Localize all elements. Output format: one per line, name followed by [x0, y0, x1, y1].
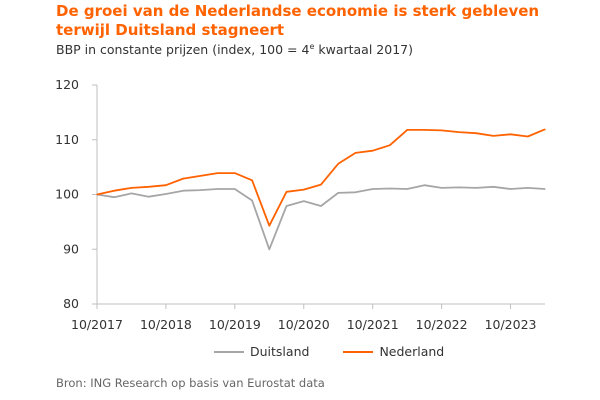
data-point — [544, 128, 546, 130]
subtitle-superscript: e — [309, 42, 315, 51]
legend-item-nederland: Nederland — [343, 344, 444, 359]
data-point — [509, 188, 512, 190]
y-tick-label: 100 — [55, 187, 79, 202]
x-tick-label: 10/2023 — [485, 317, 537, 332]
data-point — [475, 187, 477, 189]
data-point — [389, 144, 391, 146]
data-point — [199, 189, 201, 191]
data-point — [441, 129, 443, 132]
data-point — [165, 184, 167, 186]
data-point — [527, 187, 529, 189]
data-point — [475, 132, 477, 134]
y-tick-label: 80 — [63, 296, 79, 311]
data-point — [165, 193, 167, 195]
data-point — [544, 188, 546, 190]
data-point — [458, 186, 460, 188]
data-point — [406, 129, 408, 131]
data-point — [492, 135, 494, 137]
chart-subtitle: BBP in constante prijzen (index, 100 = 4… — [56, 42, 413, 57]
legend-swatch-nederland — [343, 350, 374, 353]
data-point — [320, 205, 322, 207]
data-point — [217, 172, 219, 174]
data-point — [96, 193, 98, 196]
data-point — [423, 129, 425, 131]
data-point — [182, 190, 184, 192]
x-tick-label: 10/2017 — [71, 317, 123, 332]
data-point — [320, 184, 322, 186]
legend-swatch-duitsland — [214, 350, 244, 353]
subtitle-text: BBP in constante prijzen (index, 100 = 4 — [56, 42, 310, 58]
data-point — [130, 187, 133, 189]
data-point — [217, 188, 219, 190]
x-tick-label: 10/2022 — [416, 317, 468, 332]
source-note: Bron: ING Research op basis van Eurostat… — [56, 376, 325, 390]
chart-legend: Duitsland Nederland — [214, 344, 478, 359]
x-tick-label: 10/2019 — [209, 317, 261, 332]
data-point — [337, 192, 339, 194]
series-line-nederland — [96, 128, 546, 227]
legend-label-nederland: Nederland — [379, 344, 445, 359]
data-point — [234, 172, 236, 174]
data-point — [354, 191, 357, 193]
data-point — [148, 186, 150, 188]
data-point — [337, 163, 339, 165]
data-point — [406, 188, 408, 190]
data-point — [148, 196, 150, 198]
data-point — [285, 205, 288, 207]
data-point — [199, 175, 201, 177]
data-point — [251, 199, 253, 202]
legend-item-duitsland: Duitsland — [214, 344, 309, 359]
y-tick-label: 120 — [55, 77, 79, 92]
x-tick-label: 10/2021 — [347, 317, 399, 332]
data-point — [458, 131, 460, 133]
x-tick-label: 10/2018 — [140, 317, 192, 332]
data-point — [389, 187, 391, 190]
chart-title: De groei van de Nederlandse economie is … — [56, 2, 540, 39]
data-point — [372, 150, 374, 152]
series-line-duitsland — [96, 184, 546, 251]
data-point — [285, 191, 288, 193]
legend-label-duitsland: Duitsland — [250, 344, 310, 359]
y-tick-label: 110 — [55, 132, 79, 147]
y-tick-label: 90 — [63, 241, 79, 256]
data-point — [130, 192, 133, 195]
data-point — [113, 196, 115, 198]
data-point — [509, 133, 512, 135]
data-point — [354, 152, 357, 154]
subtitle-text-end: kwartaal 2017) — [314, 42, 413, 58]
data-point — [234, 188, 236, 190]
data-point — [303, 200, 305, 202]
data-point — [423, 184, 425, 186]
data-point — [113, 190, 115, 192]
data-point — [303, 188, 305, 191]
data-point — [268, 248, 270, 250]
data-point — [527, 135, 529, 138]
data-point — [251, 179, 253, 181]
data-point — [441, 187, 443, 189]
x-tick-label: 10/2020 — [278, 317, 330, 332]
data-point — [372, 188, 374, 190]
data-point — [182, 178, 184, 180]
data-point — [268, 225, 270, 227]
data-point — [492, 186, 494, 188]
